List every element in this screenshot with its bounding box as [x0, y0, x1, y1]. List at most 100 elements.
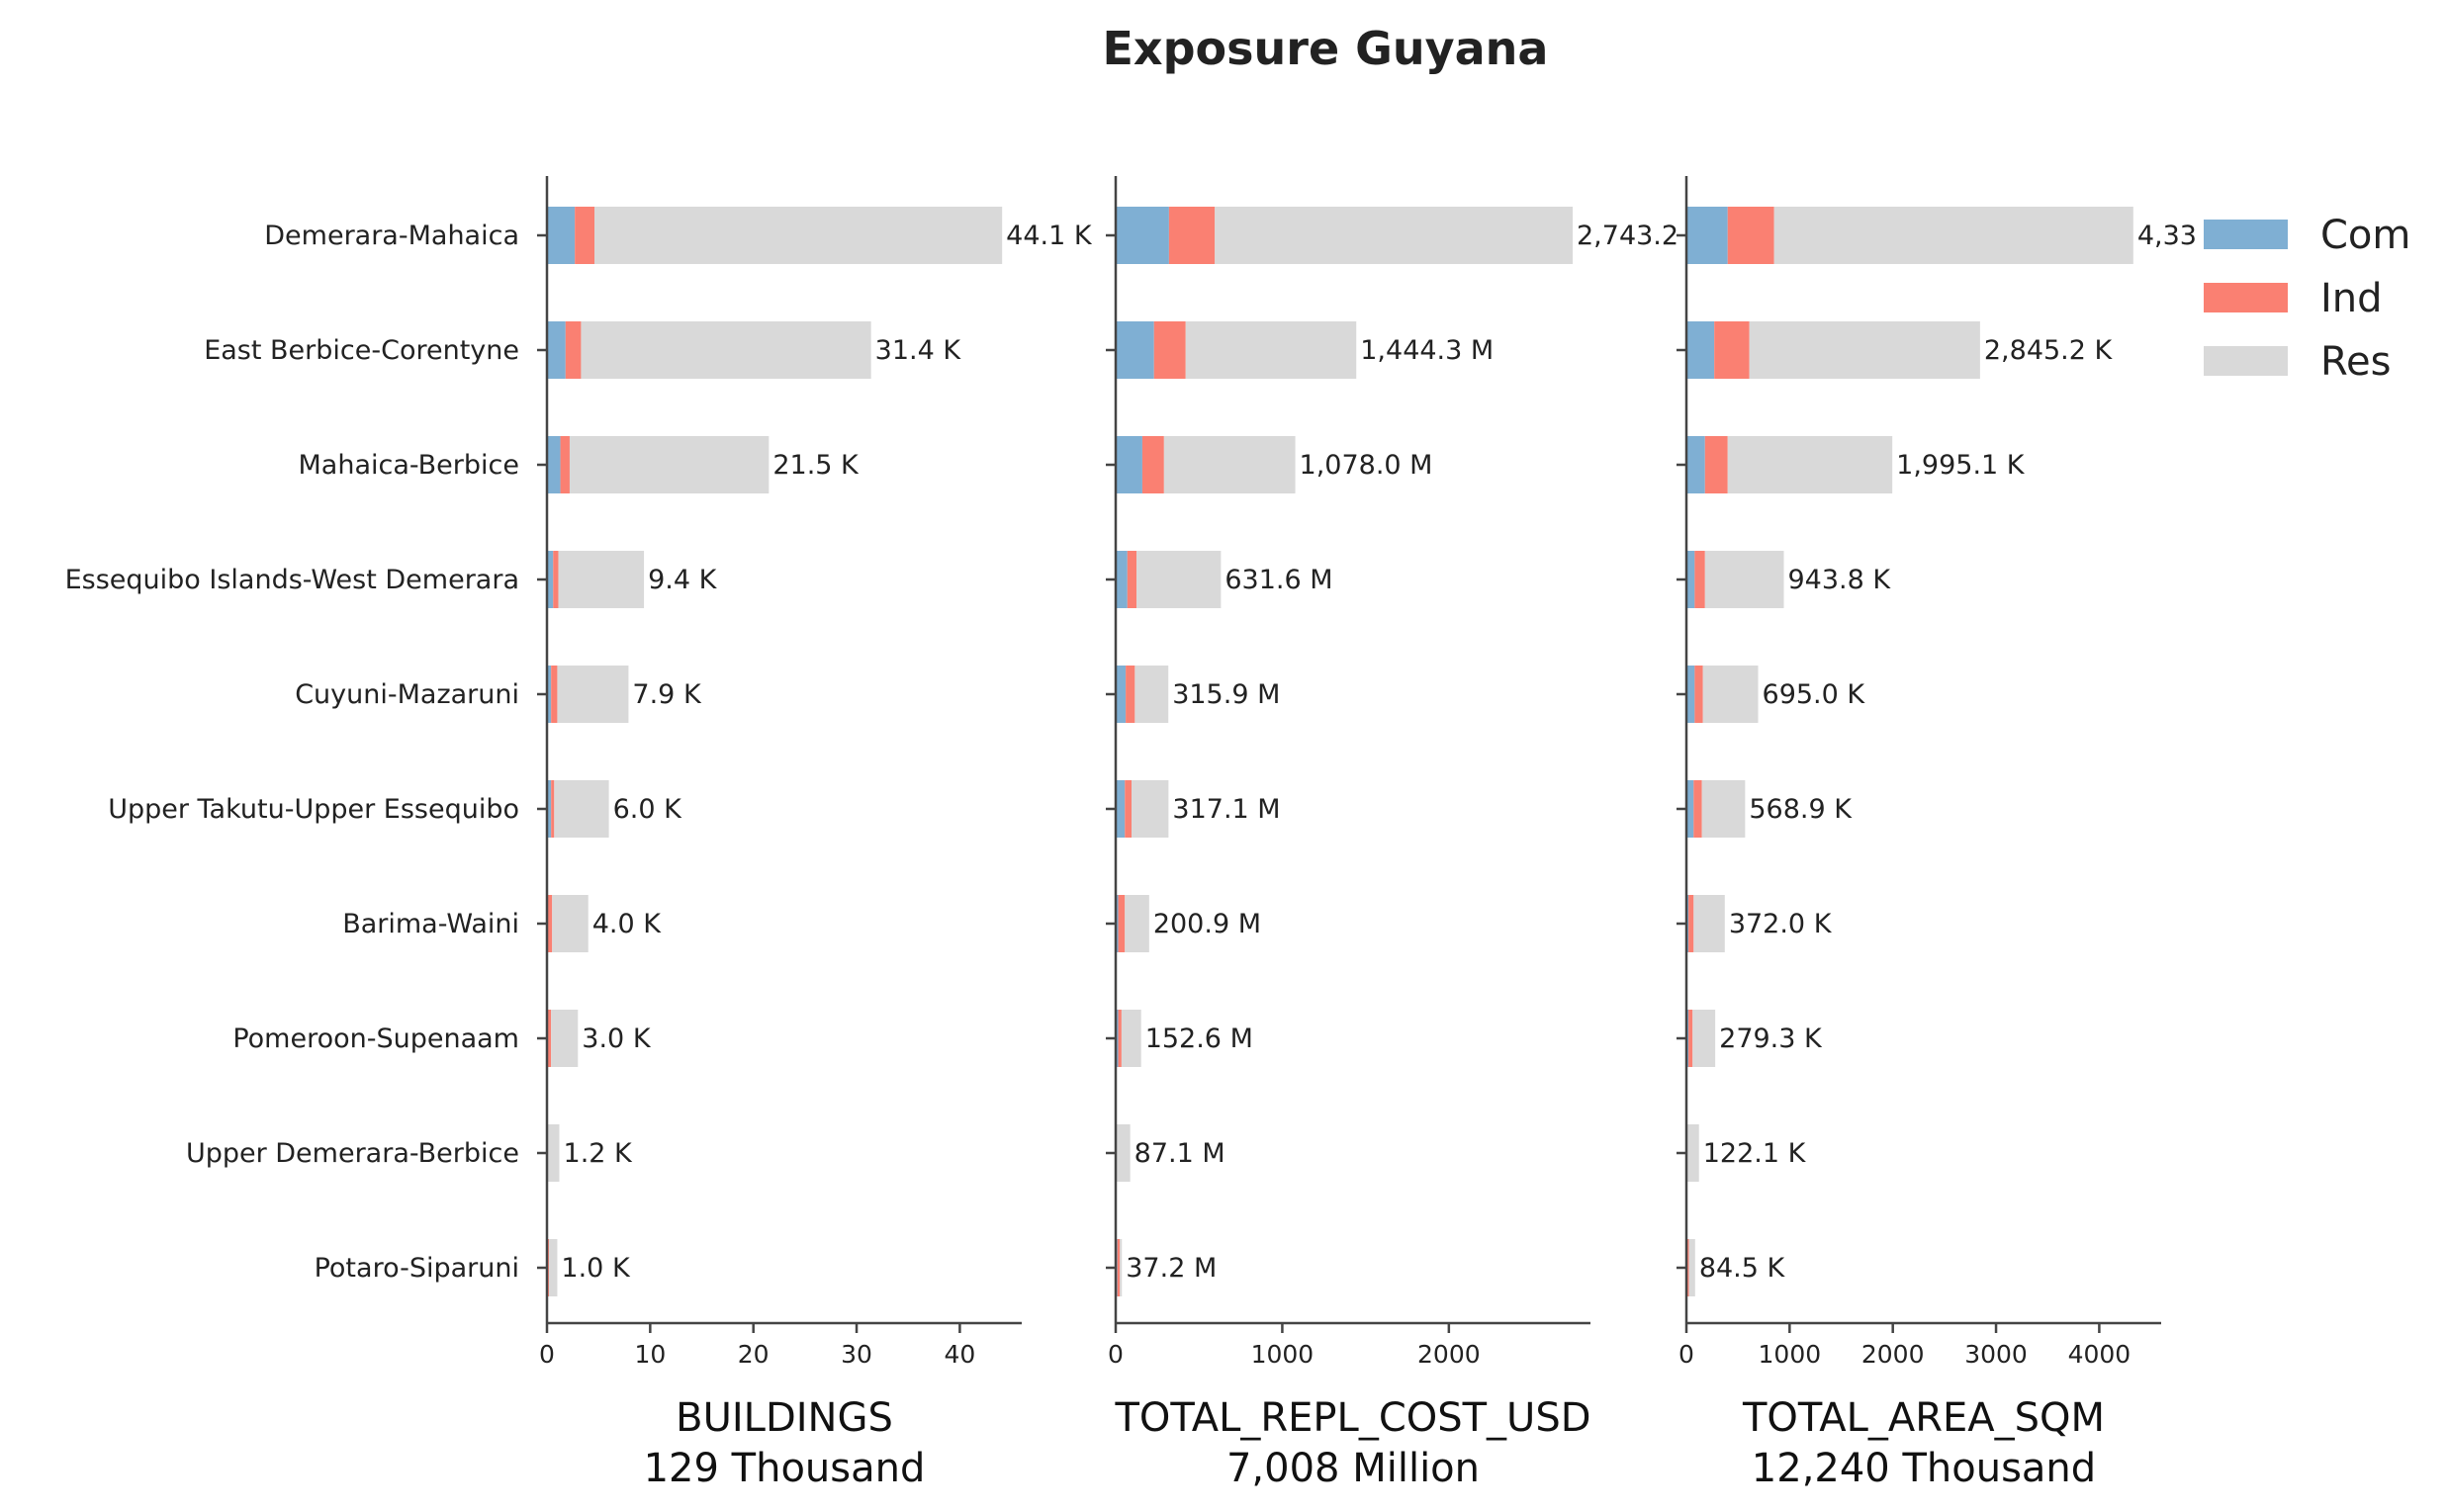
bar-res-upper-demerara-berbice	[1116, 1124, 1131, 1182]
panel-total-area-sqm: 4,33 2,845.2 K 1,995.1 K 943.8 K 695.0 K 568.…	[1677, 176, 2197, 1491]
data-label-potaro-siparuni: 84.5 K	[1699, 1253, 1786, 1284]
x-tick-label-20: 20	[738, 1340, 770, 1369]
bar-ind-east-berbice-corentyne	[1153, 321, 1186, 379]
category-label-upper-demerara-berbice: Upper Demerara-Berbice	[186, 1138, 519, 1169]
bar-ind-upper-takutu-upper-essequibo	[1125, 780, 1132, 838]
bar-ind-mahaica-berbice	[560, 436, 570, 493]
data-label-east-berbice-corentyne: 31.4 K	[875, 335, 962, 366]
bar-res-mahaica-berbice	[1163, 436, 1296, 493]
data-label-potaro-siparuni: 37.2 M	[1126, 1253, 1217, 1284]
bar-res-pomeroon-supenaam	[1692, 1010, 1716, 1067]
bar-com-demerara-mahaica	[1116, 207, 1169, 264]
data-label-barima-waini: 4.0 K	[592, 909, 663, 939]
bar-com-east-berbice-corentyne	[547, 321, 566, 379]
bar-com-mahaica-berbice	[547, 436, 561, 493]
bar-com-mahaica-berbice	[1116, 436, 1142, 493]
category-label-barima-waini: Barima-Waini	[342, 909, 519, 939]
bar-res-upper-demerara-berbice	[547, 1124, 560, 1182]
legend-swatch-com	[2204, 220, 2288, 249]
bar-ind-potaro-siparuni	[1687, 1239, 1689, 1296]
bar-ind-barima-waini	[1688, 895, 1694, 952]
bar-res-upper-demerara-berbice	[1686, 1124, 1699, 1182]
bar-res-east-berbice-corentyne	[581, 321, 871, 379]
bar-res-pomeroon-supenaam	[551, 1010, 579, 1067]
category-label-demerara-mahaica: Demerara-Mahaica	[264, 221, 519, 251]
bar-res-barima-waini	[1693, 895, 1725, 952]
bar-com-cuyuni-mazaruni	[547, 666, 552, 723]
data-label-mahaica-berbice: 1,995.1 K	[1896, 450, 2026, 481]
data-label-pomeroon-supenaam: 279.3 K	[1719, 1023, 1823, 1054]
bar-ind-potaro-siparuni	[548, 1239, 550, 1296]
data-label-mahaica-berbice: 21.5 K	[772, 450, 860, 481]
bar-ind-demerara-mahaica	[1168, 207, 1216, 264]
bar-com-cuyuni-mazaruni	[1686, 666, 1695, 723]
bar-com-mahaica-berbice	[1686, 436, 1705, 493]
bar-com-essequibo-islands-west-demerara	[547, 551, 554, 608]
bar-com-demerara-mahaica	[547, 207, 576, 264]
chart-legend: Com Ind Res	[2204, 213, 2410, 385]
data-label-cuyuni-mazaruni: 315.9 M	[1172, 679, 1280, 710]
bar-ind-demerara-mahaica	[575, 207, 594, 264]
bar-res-pomeroon-supenaam	[1121, 1010, 1141, 1067]
data-label-essequibo-islands-west-demerara: 631.6 M	[1224, 565, 1332, 595]
legend-label-com: Com	[2320, 213, 2410, 258]
data-label-upper-takutu-upper-essequibo: 317.1 M	[1172, 794, 1280, 825]
bar-ind-essequibo-islands-west-demerara	[1694, 551, 1705, 608]
bar-ind-demerara-mahaica	[1727, 207, 1774, 264]
bar-ind-east-berbice-corentyne	[1714, 321, 1750, 379]
x-tick-label-40: 40	[944, 1340, 975, 1369]
category-label-potaro-siparuni: Potaro-Siparuni	[315, 1253, 519, 1284]
data-label-east-berbice-corentyne: 2,845.2 K	[1984, 335, 2114, 366]
data-label-cuyuni-mazaruni: 695.0 K	[1763, 679, 1866, 710]
bar-ind-barima-waini	[548, 895, 553, 952]
bar-ind-mahaica-berbice	[1704, 436, 1728, 493]
bar-res-mahaica-berbice	[569, 436, 770, 493]
category-label-mahaica-berbice: Mahaica-Berbice	[298, 450, 519, 481]
bar-com-cuyuni-mazaruni	[1116, 666, 1127, 723]
chart-panels: 44.1 K Demerara-Mahaica 31.4 K East Berbice…	[65, 176, 2197, 1491]
panel-buildings: 44.1 K Demerara-Mahaica 31.4 K East Berbice…	[65, 176, 1093, 1491]
bar-res-upper-takutu-upper-essequibo	[554, 780, 609, 838]
bar-res-essequibo-islands-west-demerara	[1136, 551, 1222, 608]
x-tick-label-2000: 2000	[1861, 1340, 1925, 1369]
x-tick-label-1000: 1000	[1759, 1340, 1822, 1369]
category-label-essequibo-islands-west-demerara: Essequibo Islands-West Demerara	[65, 565, 519, 595]
bar-com-upper-takutu-upper-essequibo	[1686, 780, 1694, 838]
bar-res-demerara-mahaica	[594, 207, 1003, 264]
x-axis-label: TOTAL_AREA_SQM	[1742, 1395, 2105, 1441]
data-label-cuyuni-mazaruni: 7.9 K	[632, 679, 702, 710]
bar-ind-cuyuni-mazaruni	[551, 666, 558, 723]
bar-com-upper-takutu-upper-essequibo	[547, 780, 552, 838]
legend-swatch-ind	[2204, 283, 2288, 312]
data-label-potaro-siparuni: 1.0 K	[561, 1253, 631, 1284]
bar-com-demerara-mahaica	[1686, 207, 1728, 264]
bar-ind-cuyuni-mazaruni	[1126, 666, 1135, 723]
bar-ind-pomeroon-supenaam	[1118, 1010, 1122, 1067]
x-tick-label-0: 0	[1108, 1340, 1124, 1369]
x-tick-label-1000: 1000	[1251, 1340, 1315, 1369]
x-tick-label-0: 0	[1678, 1340, 1694, 1369]
bar-res-cuyuni-mazaruni	[1702, 666, 1759, 723]
bar-res-cuyuni-mazaruni	[557, 666, 629, 723]
bar-res-demerara-mahaica	[1215, 207, 1574, 264]
bar-ind-essequibo-islands-west-demerara	[553, 551, 559, 608]
x-tick-label-4000: 4000	[2068, 1340, 2131, 1369]
category-label-upper-takutu-upper-essequibo: Upper Takutu-Upper Essequibo	[108, 794, 519, 825]
data-label-barima-waini: 372.0 K	[1729, 909, 1833, 939]
category-label-cuyuni-mazaruni: Cuyuni-Mazaruni	[295, 679, 519, 710]
legend-swatch-res	[2204, 346, 2288, 376]
bar-ind-upper-takutu-upper-essequibo	[1693, 780, 1702, 838]
bar-res-cuyuni-mazaruni	[1134, 666, 1169, 723]
bar-res-east-berbice-corentyne	[1749, 321, 1980, 379]
bar-res-essequibo-islands-west-demerara	[1704, 551, 1784, 608]
bar-com-essequibo-islands-west-demerara	[1686, 551, 1695, 608]
legend-label-res: Res	[2320, 339, 2391, 385]
data-label-upper-demerara-berbice: 122.1 K	[1703, 1138, 1807, 1169]
data-label-upper-takutu-upper-essequibo: 568.9 K	[1749, 794, 1853, 825]
data-label-upper-takutu-upper-essequibo: 6.0 K	[613, 794, 683, 825]
x-axis-label: BUILDINGS	[676, 1395, 893, 1441]
data-label-essequibo-islands-west-demerara: 9.4 K	[648, 565, 718, 595]
bar-res-mahaica-berbice	[1727, 436, 1893, 493]
bar-res-upper-takutu-upper-essequibo	[1132, 780, 1169, 838]
